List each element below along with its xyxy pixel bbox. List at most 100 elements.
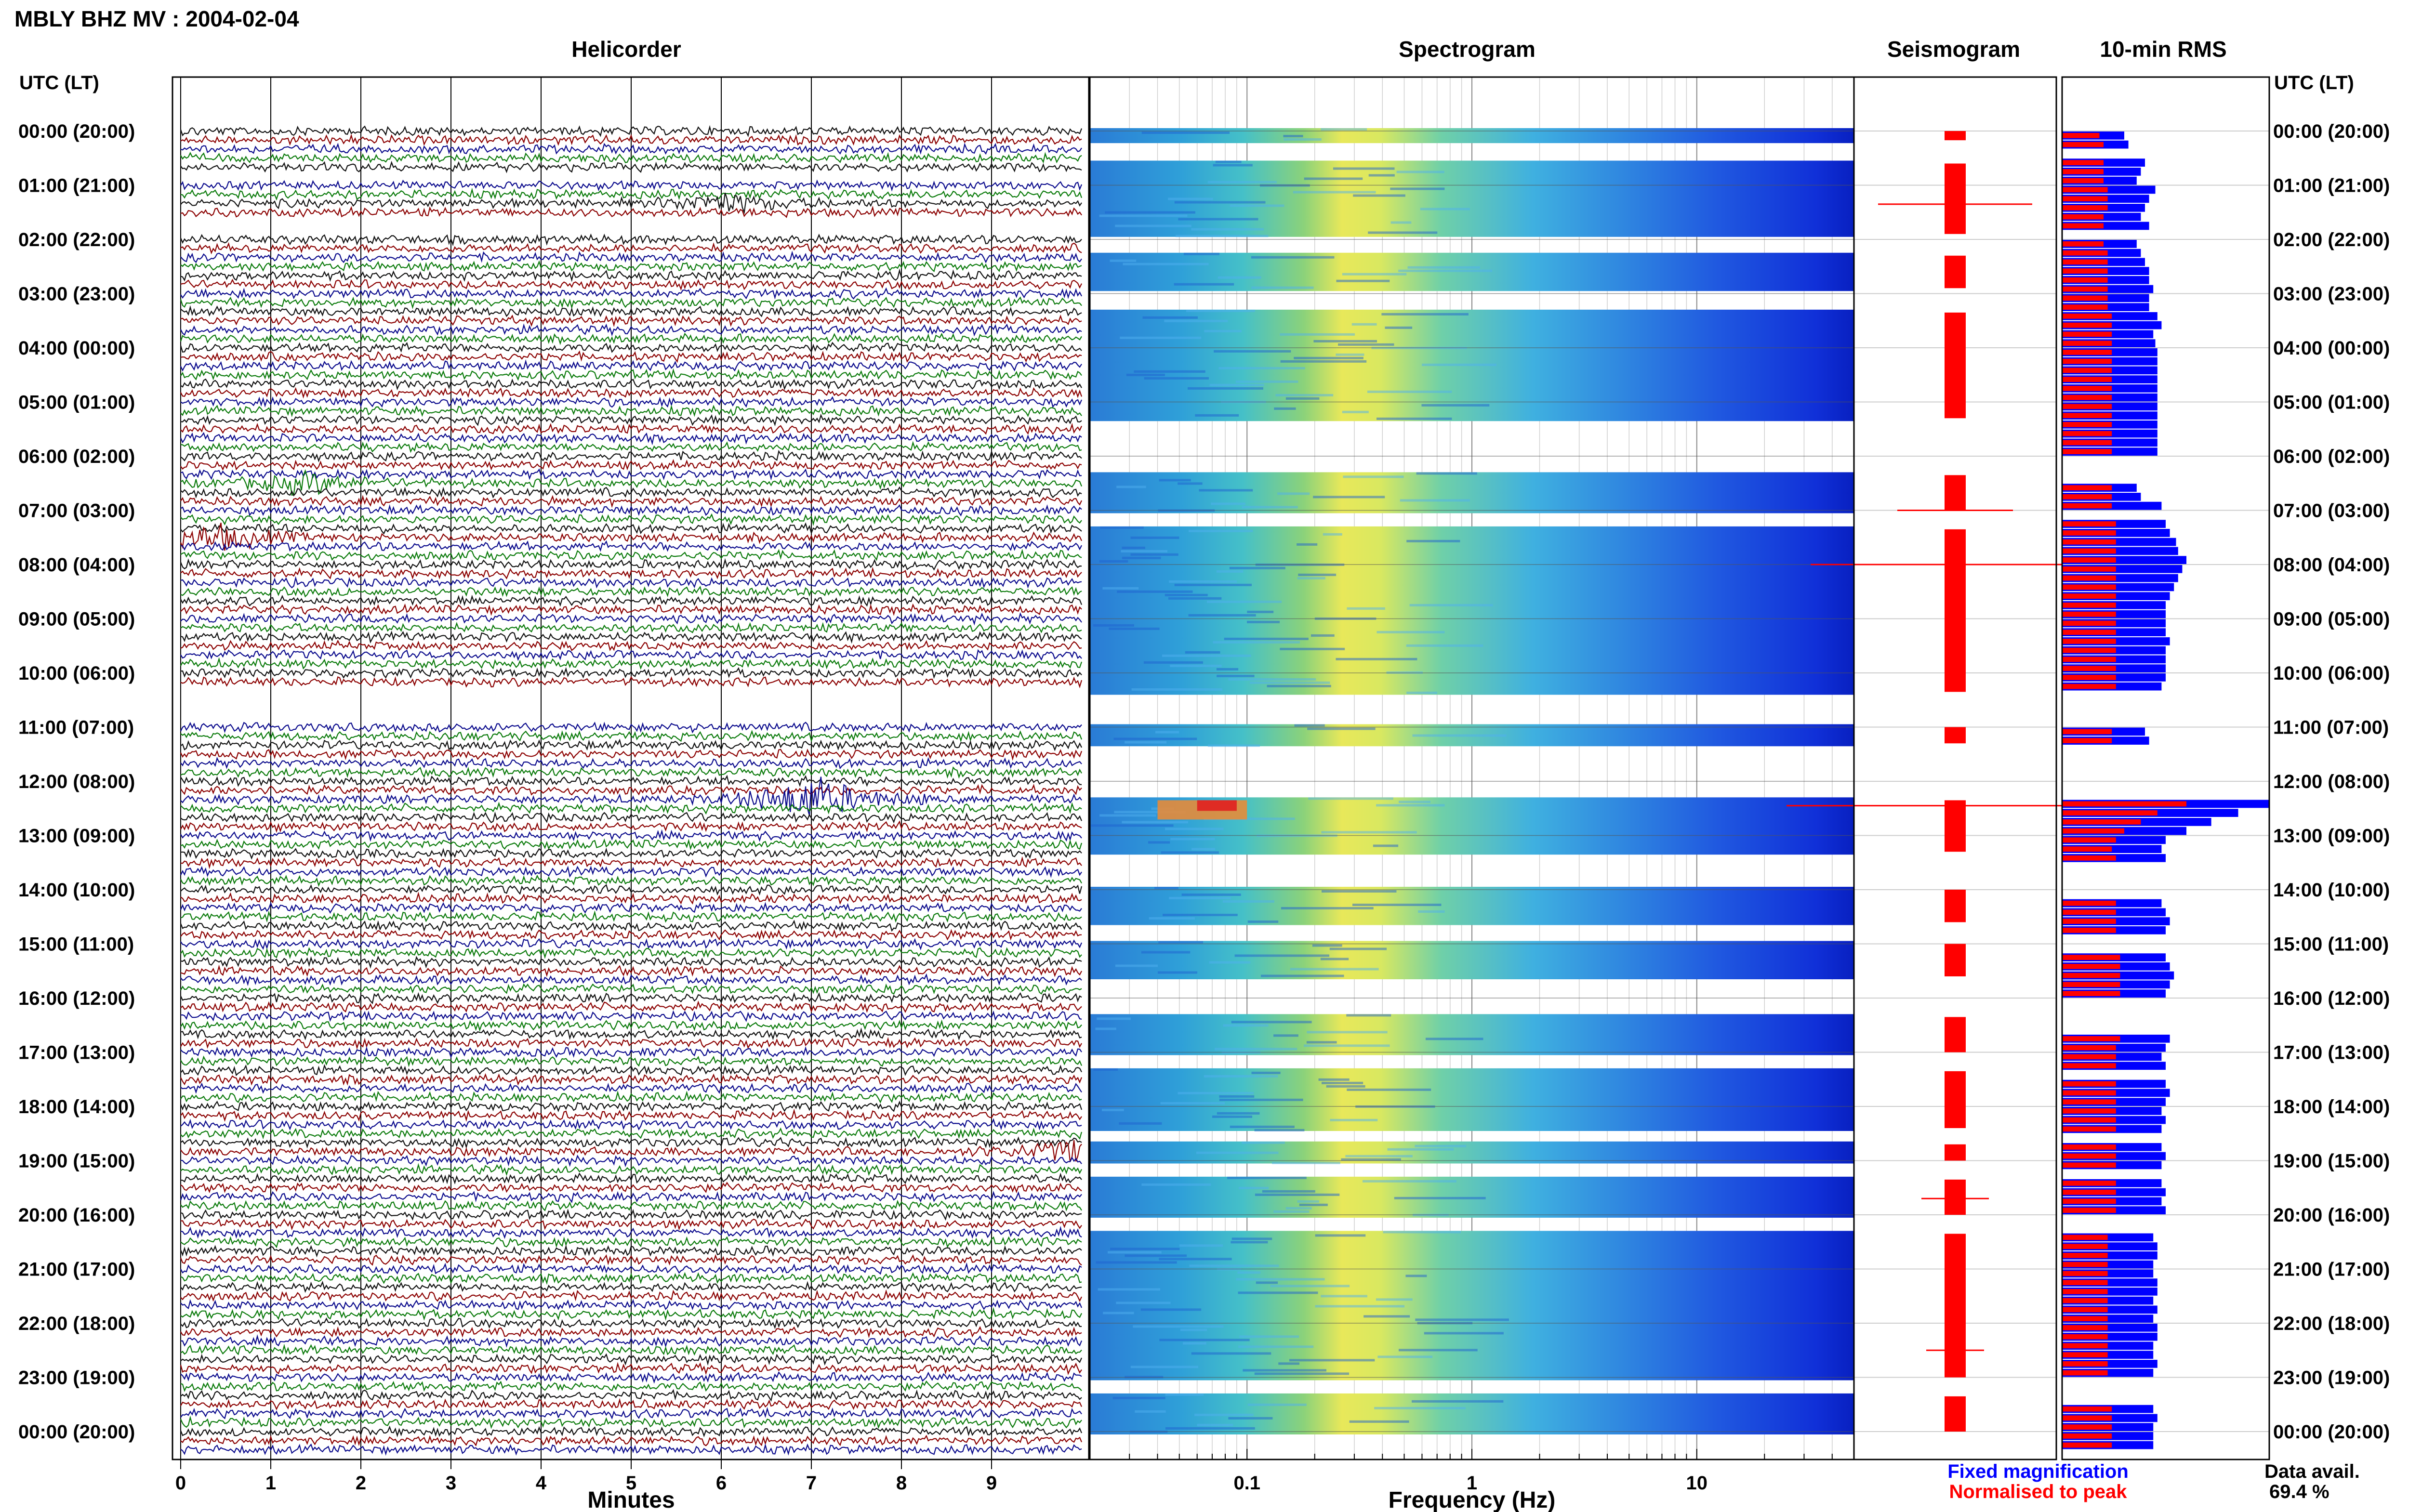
rms-bar-normalised: [2062, 268, 2108, 274]
rms-bar-normalised: [2062, 386, 2112, 391]
minute-tick-label: 7: [806, 1473, 817, 1494]
time-label-left: 22:00 (18:00): [18, 1313, 135, 1334]
spectrogram-speckle: [1239, 1186, 1269, 1189]
spectrogram-speckle: [1353, 194, 1405, 197]
rms-bar-normalised: [2062, 277, 2108, 283]
rms-bar-normalised: [2062, 810, 2158, 815]
spectrogram-speckle: [1336, 279, 1390, 282]
helicorder-trace: [180, 576, 1082, 589]
helicorder-trace: [180, 233, 1082, 247]
helicorder-trace: [180, 549, 1082, 561]
frequency-axis-label: Frequency (Hz): [1389, 1487, 1556, 1512]
rms-bar-normalised: [2062, 611, 2116, 617]
spectrogram-speckle: [1254, 1129, 1305, 1131]
helicorder-trace: [180, 1326, 1082, 1339]
spectrogram-speckle: [1418, 910, 1445, 913]
rms-title: 10-min RMS: [2100, 37, 2226, 62]
spectrogram-block: [1090, 1231, 1854, 1381]
helicorder-trace: [180, 1407, 1082, 1420]
time-label-right: 20:00 (16:00): [2273, 1205, 2390, 1226]
minute-tick-label: 1: [265, 1473, 276, 1494]
spectrogram-speckle: [1406, 539, 1460, 542]
rms-bar-normalised: [2062, 584, 2116, 590]
rms-bar-normalised: [2062, 620, 2116, 626]
time-label-left: 12:00 (08:00): [18, 771, 135, 792]
spectrogram-speckle: [1141, 131, 1230, 134]
spectrogram-speckle: [1191, 848, 1216, 851]
legend-normalised-to-peak: Normalised to peak: [1949, 1481, 2127, 1502]
spectrogram-speckle: [1297, 577, 1325, 579]
rms-bar-normalised: [2062, 1208, 2116, 1213]
spectrogram-speckle: [1231, 1021, 1312, 1024]
spectrogram-speckle: [1280, 647, 1345, 650]
spectrogram-speckle: [1374, 1407, 1466, 1409]
spectrogram-speckle: [1243, 1369, 1326, 1372]
spectrogram-speckle: [1381, 313, 1469, 316]
helicorder-trace: [180, 992, 1082, 1004]
rms-bar-normalised: [2062, 304, 2108, 310]
helicorder-trace: [180, 268, 1082, 282]
rms-bar-normalised: [2062, 1343, 2108, 1349]
spectrogram-speckle: [1273, 1034, 1298, 1037]
spectrogram-speckle: [1108, 1251, 1162, 1254]
rms-bar-normalised: [2062, 955, 2120, 960]
seismogram-envelope: [1945, 944, 1966, 976]
rms-bar-normalised: [2062, 1325, 2108, 1330]
helicorder-trace: [180, 278, 1082, 291]
minute-tick-label: 0: [175, 1473, 186, 1494]
rms-bar-normalised: [2062, 919, 2116, 924]
spectrogram-speckle: [1285, 397, 1320, 400]
helicorder-trace: [180, 1010, 1082, 1022]
helicorder-trace: [180, 937, 1083, 951]
helicorder-trace: [180, 1380, 1082, 1392]
rms-bar-normalised: [2062, 828, 2124, 834]
time-label-left: 21:00 (17:00): [18, 1259, 135, 1280]
spectrogram-speckle: [1405, 1275, 1427, 1277]
rms-bar-normalised: [2062, 1334, 2108, 1340]
spectrogram-speckle: [1180, 1328, 1207, 1331]
rms-bar-normalised: [2062, 1415, 2112, 1421]
time-label-right: 05:00 (01:00): [2273, 392, 2390, 413]
spectrogram-speckle: [1383, 1231, 1461, 1234]
seismogram-envelope: [1945, 890, 1966, 922]
helicorder-trace: [180, 1425, 1083, 1438]
spectrogram-speckle: [1168, 597, 1222, 600]
rms-bar-normalised: [2062, 729, 2112, 735]
spectrogram-speckle: [1126, 373, 1165, 376]
spectrogram-speckle: [1333, 167, 1395, 170]
time-label-right: 17:00 (13:00): [2273, 1042, 2390, 1064]
spectrogram-speckle: [1158, 941, 1204, 944]
spectrogram-speckle: [1170, 664, 1222, 667]
spectrogram-speckle: [1209, 961, 1251, 964]
spectrogram-speckle: [1399, 801, 1431, 803]
helicorder-trace: [180, 143, 1082, 155]
spectrogram-speckle: [1165, 593, 1208, 596]
helicorder-trace: [180, 622, 1082, 633]
time-label-left: 20:00 (16:00): [18, 1205, 135, 1226]
helicorder-trace: [180, 1172, 1082, 1184]
utc-label-left: UTC (LT): [19, 72, 99, 93]
spectrogram-speckle: [1297, 543, 1318, 546]
spectrogram-speckle: [1298, 573, 1337, 576]
rms-bar-normalised: [2062, 494, 2112, 500]
time-label-right: 04:00 (00:00): [2273, 338, 2390, 359]
rms-bar-normalised: [2062, 1352, 2108, 1357]
helicorder-trace: [180, 368, 1082, 381]
helicorder-trace: [180, 1289, 1082, 1302]
spectrogram-speckle: [1341, 1158, 1401, 1161]
helicorder-trace: [180, 866, 1082, 878]
spectrogram-speckle: [1228, 1417, 1273, 1420]
spectrogram-speckle: [1321, 1081, 1363, 1084]
spectrogram-speckle: [1099, 560, 1128, 563]
rms-bar-normalised: [2062, 964, 2120, 969]
rms-bar-normalised: [2062, 1153, 2116, 1159]
spectrogram-speckle: [1134, 370, 1205, 373]
spectrogram-speckle: [1377, 417, 1452, 420]
helicorder-trace: [180, 296, 1082, 310]
seismogram-envelope: [1945, 1017, 1966, 1052]
minute-tick-label: 2: [356, 1473, 366, 1494]
helicorder-trace: [180, 1090, 1082, 1104]
helicorder-trace: [180, 730, 1083, 743]
helicorder-trace: [180, 558, 1082, 571]
spectrogram-speckle: [1183, 1342, 1206, 1345]
